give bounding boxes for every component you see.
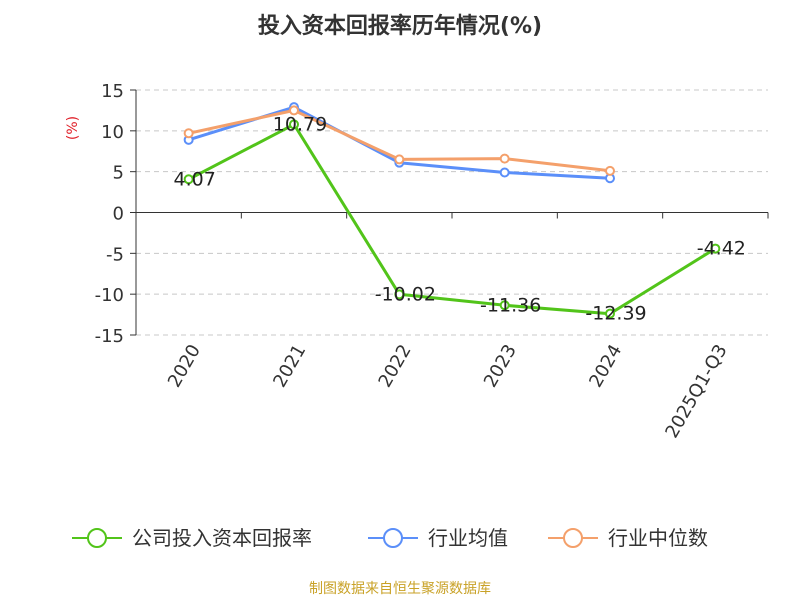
y-tick-label: -5	[106, 244, 124, 265]
y-tick-label: 0	[113, 204, 124, 225]
legend-label: 行业均值	[428, 526, 508, 550]
legend-label: 行业中位数	[608, 526, 708, 550]
y-tick-label: 5	[113, 163, 124, 184]
legend-marker	[87, 528, 107, 548]
y-tick-label: -15	[95, 326, 124, 347]
grid	[136, 89, 768, 336]
x-tick-label: 2021	[269, 341, 310, 391]
y-axis-label: (%)	[65, 116, 81, 140]
data-point	[183, 128, 194, 139]
x-tick-label: 2020	[164, 341, 205, 391]
data-point	[499, 167, 510, 178]
legend: 公司投入资本回报率 行业均值 行业中位数	[72, 526, 708, 550]
x-tick-label: 2022	[375, 341, 416, 391]
series-group	[183, 102, 721, 319]
data-point	[394, 154, 405, 165]
source-note: 制图数据来自恒生聚源数据库	[309, 581, 491, 597]
legend-label: 公司投入资本回报率	[132, 526, 312, 550]
data-point	[499, 153, 510, 164]
data-label: -10.02	[375, 283, 436, 305]
data-label: 4.07	[174, 168, 216, 190]
x-tick-label: 2025Q1-Q3	[661, 341, 731, 442]
data-label: -4.42	[697, 238, 746, 260]
data-point	[499, 300, 510, 311]
chart-title: 投入资本回报率历年情况(%)	[258, 13, 542, 39]
x-tick-label: 2024	[585, 341, 626, 391]
y-tick-label: 10	[101, 122, 124, 143]
y-tick-label: -10	[95, 285, 124, 306]
y-tick-label: 15	[101, 81, 124, 102]
data-point	[605, 308, 615, 319]
data-point	[605, 165, 615, 176]
data-point	[183, 174, 194, 185]
series-line	[188, 122, 717, 316]
data-point	[394, 289, 405, 300]
data-label: -11.36	[480, 294, 541, 316]
data-point	[289, 119, 299, 130]
axes: 15 10 5 0 -5 -10 -15 2020 2021 2022 2023 2024 2025Q1…	[95, 81, 769, 442]
data-label: -12.39	[585, 303, 646, 325]
data-point	[289, 105, 299, 116]
x-tick-label: 2023	[480, 341, 521, 391]
data-label: 10.79	[273, 113, 327, 135]
data-labels: 4.07 10.79 -10.02 -11.36 -12.39 -4.42	[174, 113, 746, 324]
legend-marker	[563, 528, 583, 548]
data-point	[710, 243, 721, 254]
legend-marker	[383, 528, 403, 548]
